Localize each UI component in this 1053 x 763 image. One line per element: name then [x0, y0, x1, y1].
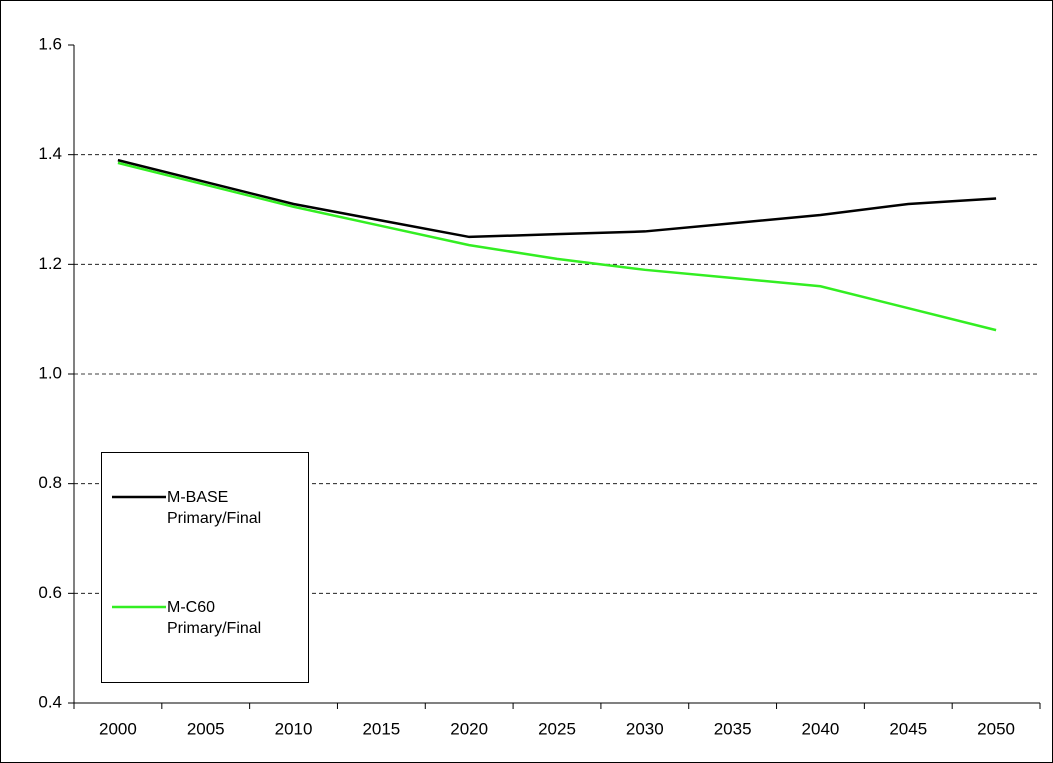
y-tick-label: 0.4 [38, 692, 62, 711]
x-tick-label: 2030 [626, 719, 664, 738]
series-line [117, 161, 997, 332]
x-tick-label: 2025 [538, 719, 576, 738]
x-tick-label: 2005 [187, 719, 225, 738]
y-tick-label: 1.0 [38, 363, 62, 382]
series-line [117, 158, 997, 239]
y-tick-label: 0.8 [38, 473, 62, 492]
x-tick-label: 2040 [802, 719, 840, 738]
x-tick-label: 2010 [275, 719, 313, 738]
x-tick-label: 2015 [362, 719, 400, 738]
x-tick-label: 2020 [450, 719, 488, 738]
x-tick-label: 2000 [99, 719, 137, 738]
y-tick-label: 1.2 [38, 254, 62, 273]
x-tick-label: 2050 [977, 719, 1015, 738]
y-tick-label: 1.4 [38, 144, 62, 163]
x-tick-label: 2035 [714, 719, 752, 738]
legend-label: M-C60 Primary/Final [167, 599, 262, 637]
y-tick-label: 1.6 [38, 34, 62, 53]
legend-label: M-BASE Primary/Final [167, 489, 262, 527]
y-tick-label: 0.6 [38, 583, 62, 602]
x-tick-label: 2045 [889, 719, 927, 738]
legend-box [101, 452, 309, 683]
